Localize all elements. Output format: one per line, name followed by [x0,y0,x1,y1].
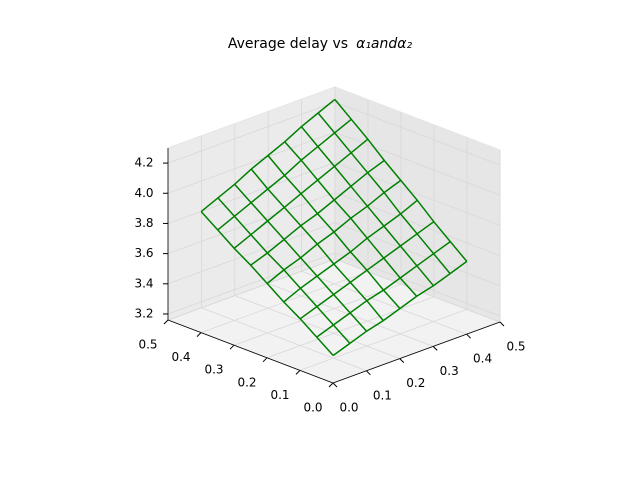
x-axis [167,319,334,384]
z-tick-label: 3.8 [134,216,153,230]
grid-line [334,192,501,256]
tick-mark [262,357,268,363]
tick-mark [196,332,202,337]
tick-mark [163,319,169,325]
grid-line [334,252,501,317]
tick-mark [366,370,371,376]
grid-line [266,296,435,359]
grid-line [167,101,336,164]
y-axis [332,321,501,384]
grid-line [167,162,336,224]
wire-col [300,126,434,287]
grid-line [167,258,336,321]
chart-title: Average delay vs α₁andα₂ [228,36,413,52]
grid-line [167,131,336,194]
grid-line [334,162,501,226]
x-tick-label: 0.5 [138,338,157,352]
x-tick-label: 0.1 [270,388,289,402]
tick-mark [399,358,405,363]
y-tick-label: 0.4 [473,352,492,366]
wire-col [284,141,418,297]
grid-line [201,307,367,372]
title-math: α₁andα₂ [356,36,412,52]
grid-line [268,283,434,347]
z-tick-label: 3.6 [134,246,153,260]
grid-line [167,252,336,315]
z-tick-label: 3.2 [134,306,153,320]
tick-mark [466,333,471,339]
y-tick-label: 0.5 [506,340,525,354]
x-tick-label: 0.2 [237,375,256,389]
wire-col [200,211,334,357]
z-tick-label: 4.0 [134,186,153,200]
grid-line [234,295,400,359]
wire-col [234,183,368,332]
grid-line [233,283,402,346]
x-tick-label: 0.0 [303,401,322,415]
y-tick-label: 0.0 [339,401,358,415]
grid-line [334,258,501,323]
grid-line [167,192,336,254]
wire-col [317,112,451,275]
grid-line [301,270,467,335]
tick-mark [328,382,334,388]
tick-mark [499,321,505,327]
tick-mark [332,382,338,388]
grid-line [334,101,501,166]
y-tick-label: 0.2 [406,376,425,390]
z-tick-label: 3.4 [134,276,153,290]
y-tick-label: 0.1 [373,388,392,402]
x-tick-label: 0.3 [204,363,223,377]
grid-line [299,309,468,371]
title-text: Average delay vs [228,36,348,52]
wire-col [217,197,351,344]
wire-col [334,98,468,262]
tick-mark [229,344,235,350]
tick-mark [295,370,301,375]
tick-mark [432,346,438,351]
y-tick-label: 0.3 [440,364,459,378]
x-tick-label: 0.4 [171,350,190,364]
wire-col [250,168,384,322]
z-tick-label: 4.2 [134,156,153,170]
wire-col [267,155,401,310]
